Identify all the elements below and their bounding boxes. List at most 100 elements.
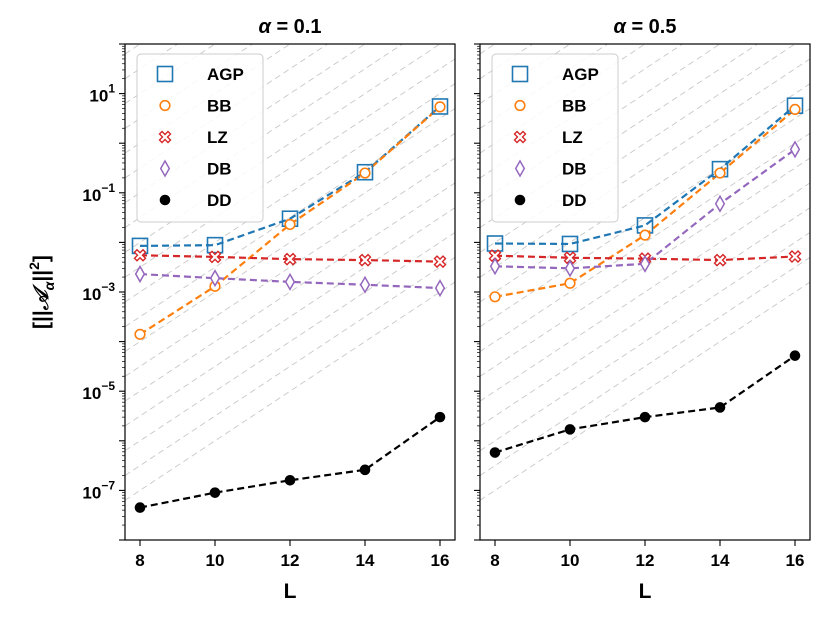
- legend-marker-dd: [514, 194, 526, 206]
- data-point-bb: [489, 291, 501, 303]
- legend-label-dd: DD: [562, 191, 587, 210]
- series-line-lz: [494, 254, 796, 262]
- data-point-bb: [714, 167, 726, 179]
- data-point-dd: [639, 411, 651, 423]
- data-point-bb: [789, 103, 801, 116]
- data-point-lz: [713, 253, 727, 267]
- guide-line: [480, 44, 496, 55]
- data-point-bb: [639, 229, 651, 241]
- guide-line: [125, 58, 455, 278]
- guide-line: [125, 157, 455, 377]
- y-tick-label: 10−3: [82, 280, 115, 304]
- x-tick-label: 8: [490, 551, 499, 570]
- series-line-bb: [139, 106, 441, 336]
- y-tick-label: 10−1: [82, 181, 115, 205]
- legend-marker-dd: [159, 194, 171, 206]
- series-line-agp: [494, 104, 796, 246]
- series-line-lz: [139, 254, 441, 263]
- guide-line: [125, 107, 455, 328]
- legend-label-db: DB: [207, 160, 232, 179]
- panel-1: 8 10 12 14 16 10−7 10−5 10−3 10−1 101 α = 0.1 L AGP B…: [50, 0, 530, 603]
- data-point-dd: [134, 502, 146, 513]
- panel-2: 8 10 12 14 16 α = 0.5 L AGP BB LZ DB DD: [405, 0, 830, 603]
- data-point-agp: [486, 235, 504, 252]
- legend-label-agp: AGP: [562, 65, 599, 84]
- legend-label-lz: LZ: [562, 128, 583, 147]
- data-point-db: [564, 259, 576, 278]
- data-point-agp: [561, 235, 579, 253]
- guide-lines: [405, 0, 830, 501]
- legend-marker-bb: [159, 99, 171, 112]
- series-line-dd: [139, 416, 441, 509]
- guide-line: [125, 44, 179, 80]
- legend-marker-db: [159, 159, 171, 178]
- data-point-bb: [359, 167, 371, 179]
- data-point-db: [489, 257, 501, 276]
- y-tick-label: 10−5: [82, 379, 115, 403]
- data-point-dd: [789, 350, 801, 361]
- guide-line: [480, 231, 810, 452]
- legend-marker-agp: [511, 65, 529, 83]
- guide-line: [125, 132, 455, 353]
- data-point-lz: [358, 253, 372, 267]
- guide-line: [125, 44, 291, 154]
- data-point-bb: [564, 277, 576, 289]
- guide-line: [480, 281, 810, 501]
- guide-line: [480, 107, 810, 328]
- data-point-db: [714, 194, 726, 213]
- guide-line: [480, 44, 684, 179]
- data-point-dd: [489, 447, 501, 458]
- guide-line: [125, 281, 455, 501]
- data-point-lz: [283, 252, 297, 266]
- series-line-db: [494, 148, 796, 270]
- series-group: [131, 98, 449, 513]
- data-point-lz: [788, 249, 802, 263]
- panel-title: α = 0.1: [258, 16, 321, 38]
- data-point-db: [359, 275, 371, 294]
- data-point-bb: [434, 101, 446, 113]
- legend-marker-lz: [158, 130, 172, 144]
- guide-line: [125, 44, 366, 204]
- guide-line: [50, 0, 530, 79]
- legend: AGP BB LZ DB DD: [136, 53, 264, 223]
- data-point-db: [434, 279, 446, 298]
- legend: AGP BB LZ DB DD: [491, 53, 619, 223]
- guide-line: [50, 0, 530, 4]
- x-tick-label: 8: [135, 551, 144, 570]
- data-point-db: [639, 254, 651, 273]
- data-point-db: [789, 140, 801, 159]
- x-tick-label: 14: [356, 551, 375, 570]
- x-tick-label: 12: [636, 551, 655, 570]
- data-point-db: [284, 272, 296, 291]
- guide-line: [480, 132, 810, 353]
- y-axis-label: [||𝒜α||2]: [26, 255, 57, 329]
- guide-line: [125, 44, 404, 229]
- data-point-lz: [488, 249, 502, 263]
- legend-label-lz: LZ: [207, 128, 228, 147]
- x-axis-label: L: [639, 580, 652, 603]
- data-point-dd: [284, 474, 296, 486]
- guide-line: [405, 0, 830, 4]
- series-group: [486, 97, 804, 458]
- data-point-lz: [208, 250, 222, 264]
- series-line-db: [139, 272, 441, 290]
- legend-label-dd: DD: [207, 191, 232, 210]
- legend-label-db: DB: [562, 160, 587, 179]
- data-point-db: [134, 265, 146, 284]
- legend-marker-db: [514, 159, 526, 178]
- guide-line: [480, 58, 810, 278]
- data-point-dd: [209, 487, 221, 498]
- x-axis-label: L: [284, 580, 297, 603]
- panel-title: α = 0.5: [613, 16, 676, 38]
- guide-line: [480, 44, 534, 80]
- data-point-dd: [359, 464, 371, 476]
- legend-marker-bb: [514, 99, 526, 112]
- x-tick-label: 16: [431, 551, 450, 570]
- data-point-bb: [284, 218, 296, 231]
- data-point-dd: [714, 402, 726, 413]
- guide-line: [480, 83, 810, 303]
- data-point-lz: [563, 251, 577, 265]
- guide-line: [125, 44, 216, 105]
- x-tick-label: 12: [281, 551, 300, 570]
- legend-marker-lz: [513, 130, 527, 144]
